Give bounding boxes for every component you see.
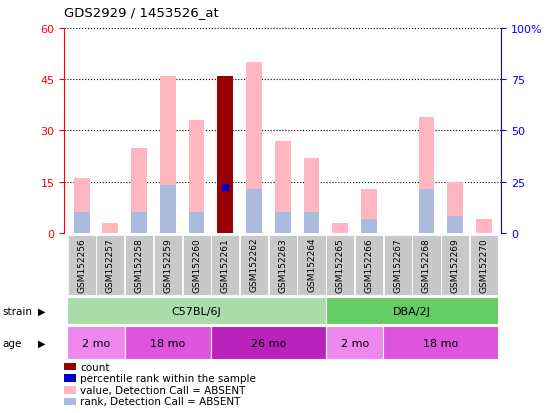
- Text: GSM152270: GSM152270: [479, 237, 488, 292]
- Bar: [441, 235, 469, 295]
- Text: count: count: [80, 362, 110, 372]
- Bar: [125, 235, 153, 295]
- Bar: [131, 213, 147, 233]
- Text: rank, Detection Call = ABSENT: rank, Detection Call = ABSENT: [80, 396, 240, 406]
- Bar: [211, 326, 326, 359]
- Text: GSM152262: GSM152262: [250, 237, 259, 292]
- Text: C57BL/6J: C57BL/6J: [172, 306, 221, 316]
- Bar: [447, 182, 463, 233]
- Bar: [326, 235, 354, 295]
- Bar: [470, 235, 498, 295]
- Text: GSM152260: GSM152260: [192, 237, 201, 292]
- Bar: [67, 326, 125, 359]
- Text: GSM152268: GSM152268: [422, 237, 431, 292]
- Bar: [68, 235, 96, 295]
- Bar: [217, 76, 233, 233]
- Bar: [297, 235, 325, 295]
- Text: 18 mo: 18 mo: [150, 338, 185, 348]
- Bar: [447, 216, 463, 233]
- Text: GSM152257: GSM152257: [106, 237, 115, 292]
- Bar: [211, 235, 240, 295]
- Bar: [154, 235, 182, 295]
- Bar: [418, 117, 435, 233]
- Text: GSM152264: GSM152264: [307, 237, 316, 292]
- Bar: [131, 148, 147, 233]
- Text: GSM152269: GSM152269: [451, 237, 460, 292]
- Bar: [333, 223, 348, 233]
- Text: 26 mo: 26 mo: [251, 338, 286, 348]
- Bar: [240, 235, 268, 295]
- Text: percentile rank within the sample: percentile rank within the sample: [80, 373, 256, 383]
- Text: 2 mo: 2 mo: [82, 338, 110, 348]
- Bar: [160, 186, 176, 233]
- Text: GSM152263: GSM152263: [278, 237, 287, 292]
- Bar: [189, 213, 204, 233]
- Bar: [326, 326, 384, 359]
- Bar: [269, 235, 297, 295]
- Bar: [384, 235, 412, 295]
- Text: ▶: ▶: [38, 306, 45, 316]
- Bar: [96, 235, 124, 295]
- Bar: [361, 189, 377, 233]
- Bar: [189, 121, 204, 233]
- Bar: [74, 213, 90, 233]
- Text: 2 mo: 2 mo: [340, 338, 369, 348]
- Text: strain: strain: [3, 306, 33, 316]
- Text: 18 mo: 18 mo: [423, 338, 459, 348]
- Text: ▶: ▶: [38, 338, 45, 348]
- Bar: [246, 63, 262, 233]
- Bar: [160, 76, 176, 233]
- Bar: [275, 141, 291, 233]
- Text: GSM152256: GSM152256: [77, 237, 86, 292]
- Bar: [304, 158, 319, 233]
- Text: GSM152261: GSM152261: [221, 237, 230, 292]
- Text: GSM152266: GSM152266: [365, 237, 374, 292]
- Bar: [125, 326, 211, 359]
- Bar: [67, 297, 326, 324]
- Bar: [476, 220, 492, 233]
- Bar: [304, 213, 319, 233]
- Text: GSM152259: GSM152259: [164, 237, 172, 292]
- Bar: [183, 235, 211, 295]
- Bar: [361, 220, 377, 233]
- Text: age: age: [3, 338, 22, 348]
- Bar: [275, 213, 291, 233]
- Bar: [384, 326, 498, 359]
- Bar: [74, 179, 90, 233]
- Text: GSM152265: GSM152265: [336, 237, 345, 292]
- Text: DBA/2J: DBA/2J: [393, 306, 431, 316]
- Text: value, Detection Call = ABSENT: value, Detection Call = ABSENT: [80, 385, 245, 395]
- Bar: [246, 189, 262, 233]
- Bar: [418, 189, 435, 233]
- Text: GSM152267: GSM152267: [393, 237, 402, 292]
- Text: GSM152258: GSM152258: [134, 237, 143, 292]
- Bar: [355, 235, 383, 295]
- Bar: [412, 235, 441, 295]
- Bar: [326, 297, 498, 324]
- Bar: [102, 223, 118, 233]
- Text: GDS2929 / 1453526_at: GDS2929 / 1453526_at: [64, 6, 219, 19]
